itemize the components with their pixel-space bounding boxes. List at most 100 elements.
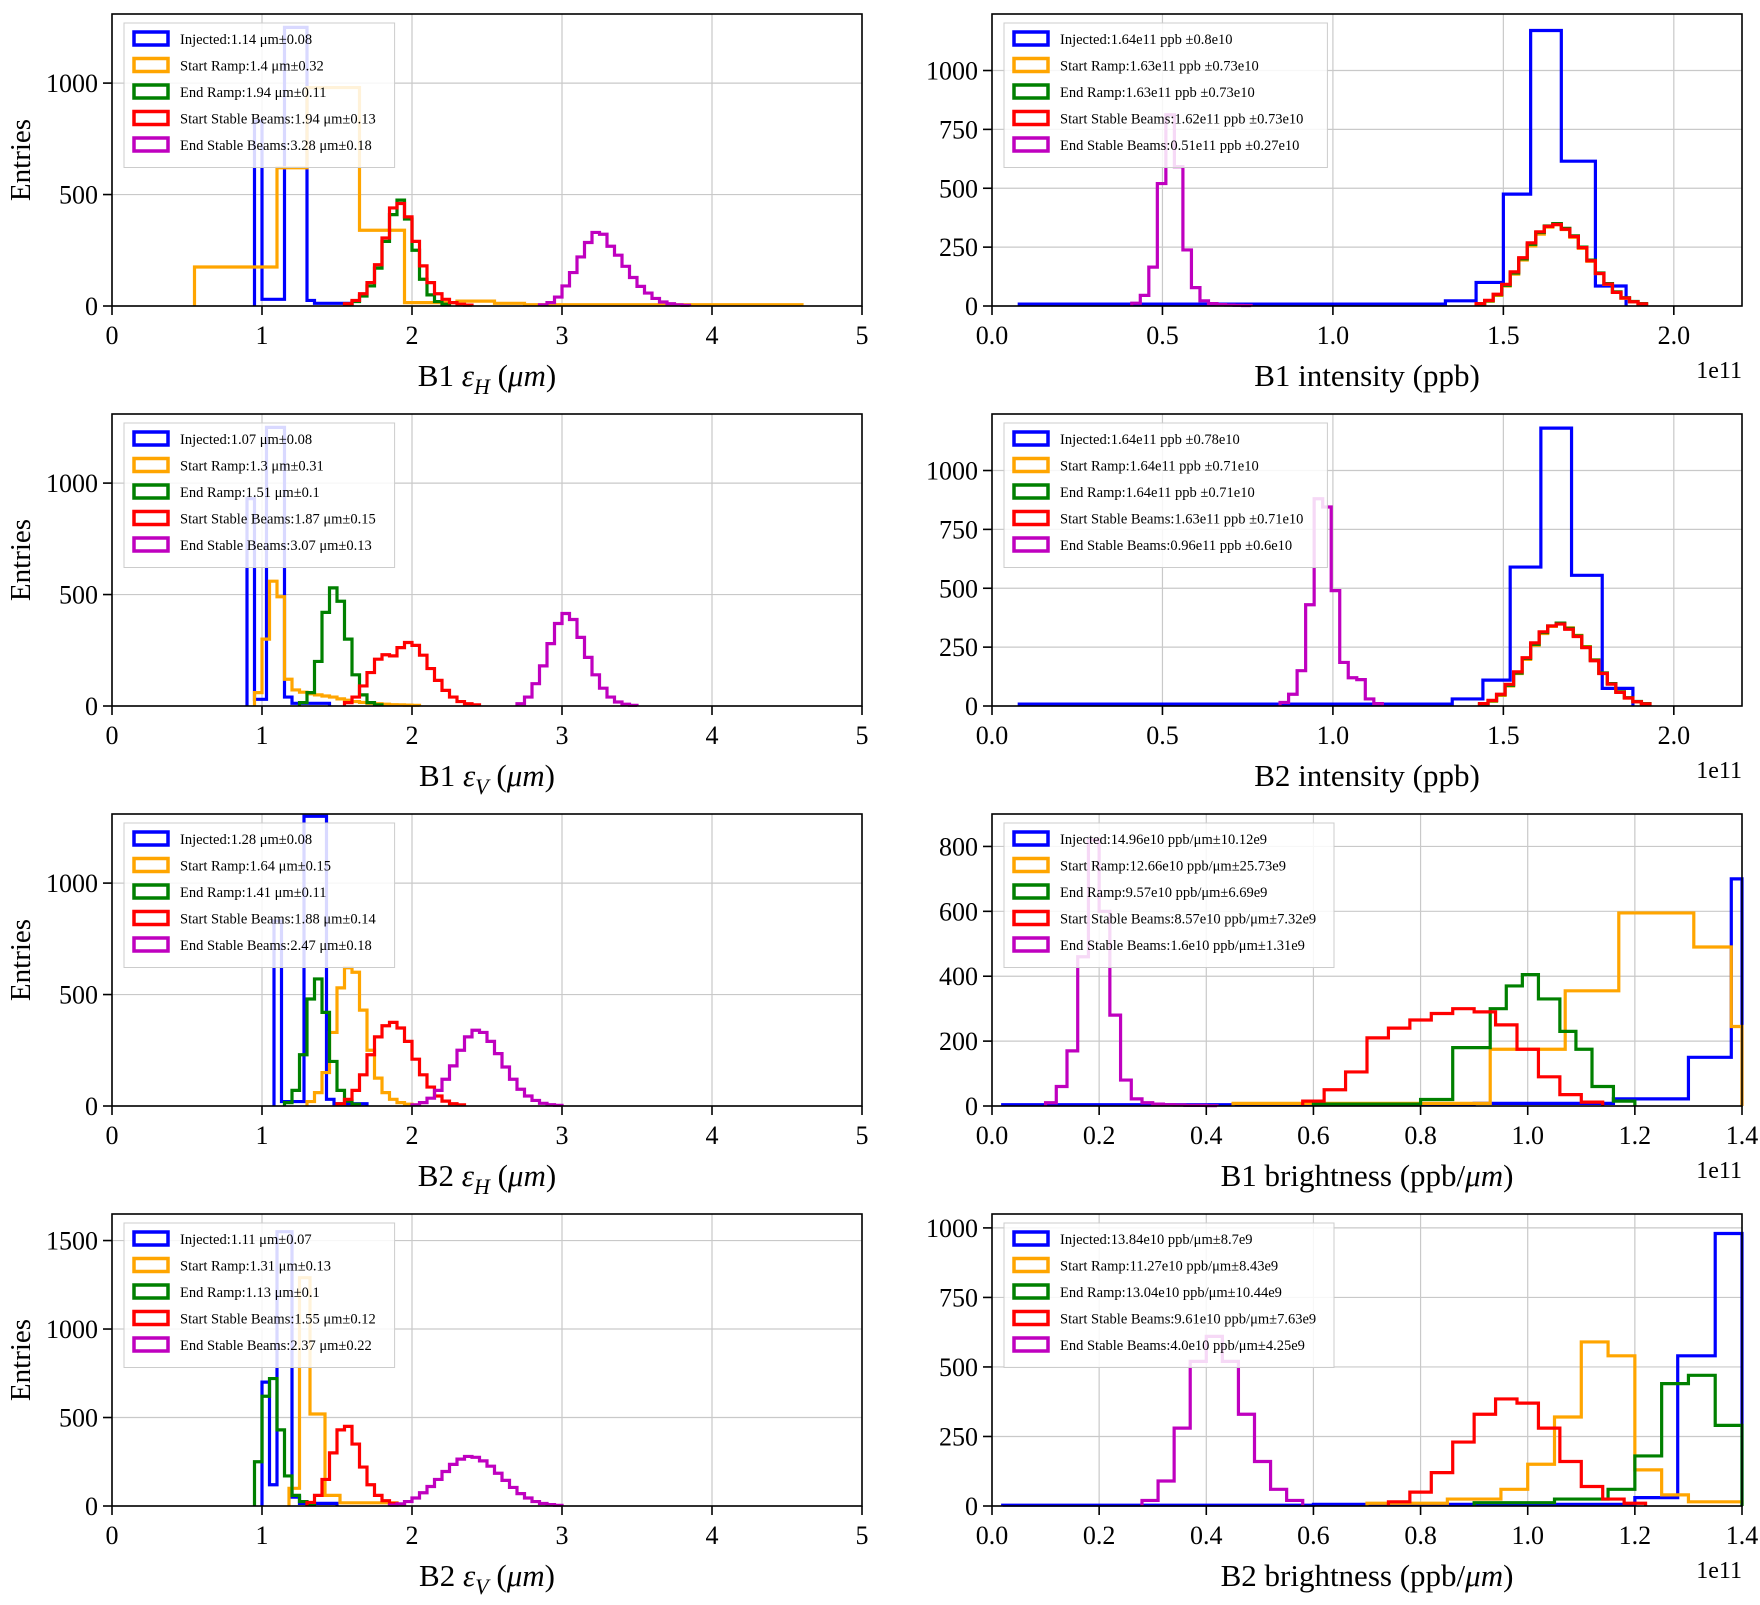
x-tick-label: 0.5 [1146, 721, 1179, 750]
series-start_stable [342, 640, 482, 707]
legend-label-start_stable: Start Stable Beams:1.63e11 ppb ±0.71e10 [1060, 512, 1303, 528]
series-end_stable [1130, 113, 1253, 308]
axis-offset-label: 1e11 [1696, 1158, 1742, 1184]
plot-b1-brightness: 0.0 0.2 0.4 0.6 0.8 1.0 1.2 1.4 0 200 400 600 800 1e1… [939, 813, 1759, 1193]
x-tick-label: 2 [406, 1521, 419, 1550]
legend-label-injected: Injected:1.14 μm±0.08 [180, 32, 312, 48]
series-start_ramp [1231, 911, 1744, 1106]
x-tick-label: 1.2 [1619, 1121, 1652, 1150]
x-tick-label: 1.4 [1726, 1121, 1759, 1150]
ticks: 0 1 2 3 4 5 0 500 1000 [46, 869, 869, 1150]
series-start_stable [1301, 1007, 1605, 1106]
y-tick-label: 1000 [926, 1214, 978, 1243]
series-end_ramp [282, 977, 362, 1106]
legend-swatch-injected [132, 830, 170, 847]
legend-swatch-end_stable [1012, 536, 1050, 553]
x-tick-label: 5 [856, 1521, 869, 1550]
plot-b1-emittance-h: 0 1 2 3 4 5 0 500 1000 B1 εH (μm) Entries Injected:… [5, 13, 869, 399]
legend-label-start_ramp: Start Ramp:1.31 μm±0.13 [180, 1259, 331, 1275]
y-axis-label: Entries [5, 1319, 37, 1401]
y-tick-label: 1500 [46, 1227, 98, 1256]
legend-swatch-injected [1012, 830, 1050, 847]
x-axis-label: B1 εH (μm) [418, 358, 556, 399]
x-tick-label: 1 [256, 1121, 269, 1150]
series-start_stable [1386, 1397, 1648, 1506]
y-tick-label: 250 [939, 633, 978, 662]
x-tick-label: 0 [106, 721, 119, 750]
legend-swatch-end_stable [132, 136, 170, 153]
legend-swatch-start_ramp [132, 56, 170, 74]
legend-swatch-end_ramp [132, 883, 170, 900]
legend-swatch-start_ramp [1012, 1256, 1050, 1274]
x-tick-label: 2.0 [1658, 321, 1691, 350]
legend-swatch-injected [1012, 430, 1050, 447]
x-axis-label: B2 εV (μm) [419, 1558, 555, 1599]
y-tick-label: 0 [965, 1092, 978, 1121]
legend-label-start_stable: Start Stable Beams:1.87 μm±0.15 [180, 512, 376, 528]
legend-swatch-start_stable [132, 509, 170, 527]
x-tick-label: 2 [406, 1121, 419, 1150]
series-end_stable [537, 230, 692, 307]
ticks: 0 1 2 3 4 5 0 500 1000 1500 [46, 1227, 869, 1550]
axes-box [111, 1213, 863, 1507]
legend-label-injected: Injected:1.64e11 ppb ±0.78e10 [1060, 432, 1240, 448]
legend-label-injected: Injected:1.64e11 ppb ±0.8e10 [1060, 32, 1233, 48]
x-tick-label: 0 [106, 1121, 119, 1150]
series-end_ramp [1311, 973, 1637, 1106]
x-tick-label: 1 [256, 321, 269, 350]
legend-label-end_ramp: End Ramp:1.51 μm±0.1 [180, 485, 320, 501]
legend-swatch-end_ramp [132, 483, 170, 500]
x-tick-label: 1.2 [1619, 1521, 1652, 1550]
series-injected [1017, 28, 1628, 306]
ticks: 0.0 0.5 1.0 1.5 2.0 0 250 500 750 1000 [926, 57, 1690, 350]
legend-swatch-start_ramp [132, 456, 170, 474]
x-tick-label: 5 [856, 321, 869, 350]
legend: Injected:13.84e10 ppb/μm±8.7e9 Start Ramp… [1003, 1222, 1335, 1368]
x-tick-label: 1.0 [1511, 1121, 1544, 1150]
legend-swatch-end_ramp [1012, 1283, 1050, 1300]
legend-label-start_stable: Start Stable Beams:8.57e10 ppb/μm±7.32e9 [1060, 912, 1316, 928]
x-tick-label: 0.6 [1297, 1121, 1330, 1150]
series-group [1017, 28, 1649, 308]
series-end_stable [1278, 497, 1384, 706]
legend-swatch-injected [1012, 1230, 1050, 1247]
x-tick-label: 0.0 [976, 1521, 1009, 1550]
series-start_ramp [305, 966, 422, 1107]
x-tick-label: 1.0 [1511, 1521, 1544, 1550]
x-tick-label: 0.8 [1404, 1121, 1437, 1150]
x-tick-label: 4 [706, 721, 719, 750]
series-start_ramp [192, 85, 804, 307]
legend: Injected:1.14 μm±0.08 Start Ramp:1.4 μm±0… [123, 22, 396, 168]
subplot-b1-emittance-v: 0 1 2 3 4 5 0 500 1000 B1 εV (μm) Entries Injected:… [0, 400, 880, 800]
plot-b2-emittance-v: 0 1 2 3 4 5 0 500 1000 1500 B2 εV (μm) Entries Injec… [5, 1213, 869, 1599]
axes-box [111, 13, 863, 307]
series-injected [1001, 1231, 1744, 1507]
y-tick-label: 0 [965, 1492, 978, 1521]
subplot-b2-brightness: 0.0 0.2 0.4 0.6 0.8 1.0 1.2 1.4 0 250 500 750 1000 1e… [880, 1200, 1760, 1600]
y-tick-label: 800 [939, 832, 978, 861]
x-tick-label: 3 [556, 1121, 569, 1150]
legend-swatch-start_ramp [1012, 456, 1050, 474]
series-start_ramp [1365, 1340, 1744, 1506]
x-tick-label: 2.0 [1658, 721, 1691, 750]
legend-swatch-start_ramp [1012, 56, 1050, 74]
ticks: 0.0 0.2 0.4 0.6 0.8 1.0 1.2 1.4 0 250 500 750 1000 [926, 1214, 1758, 1550]
legend-label-start_ramp: Start Ramp:12.66e10 ppb/μm±25.73e9 [1060, 859, 1286, 875]
y-tick-label: 0 [85, 1092, 98, 1121]
legend-label-end_stable: End Stable Beams:3.07 μm±0.13 [180, 538, 372, 554]
x-tick-label: 4 [706, 1521, 719, 1550]
x-tick-label: 1.0 [1317, 721, 1350, 750]
series-start_stable [1474, 222, 1649, 306]
legend-label-end_stable: End Stable Beams:4.0e10 ppb/μm±4.25e9 [1060, 1338, 1305, 1354]
plot-b2-emittance-h: 0 1 2 3 4 5 0 500 1000 B2 εH (μm) Entries Injected:… [5, 813, 869, 1199]
plot-b1-emittance-v: 0 1 2 3 4 5 0 500 1000 B1 εV (μm) Entries Injected:… [5, 413, 869, 799]
y-tick-label: 750 [939, 515, 978, 544]
legend-swatch-end_stable [1012, 136, 1050, 153]
x-tick-label: 4 [706, 1121, 719, 1150]
ticks: 0 1 2 3 4 5 0 500 1000 [46, 69, 869, 350]
y-axis-label: Entries [5, 119, 37, 201]
x-tick-label: 3 [556, 321, 569, 350]
series-start_ramp [252, 579, 422, 707]
series-start_stable [335, 1020, 467, 1107]
legend-label-start_stable: Start Stable Beams:1.62e11 ppb ±0.73e10 [1060, 112, 1303, 128]
